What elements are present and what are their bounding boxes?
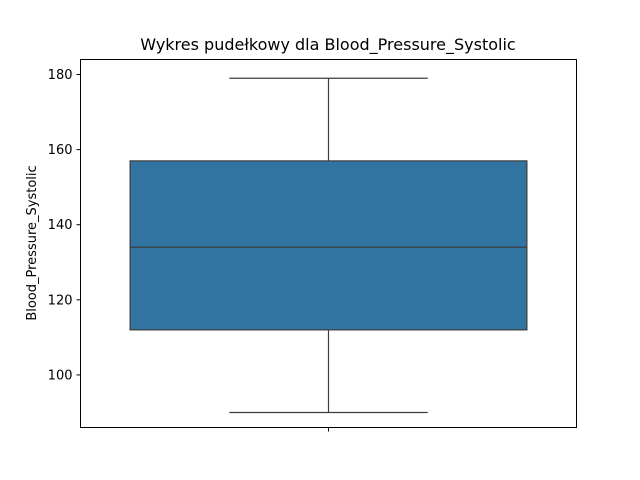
plot-area bbox=[129, 77, 528, 414]
y-axis: 100 120 140 160 180 bbox=[48, 68, 81, 383]
chart-title: Wykres pudełkowy dla Blood_Pressure_Syst… bbox=[140, 35, 515, 55]
y-tick-label: 100 bbox=[48, 368, 73, 383]
y-axis-label: Blood_Pressure_Systolic bbox=[25, 165, 40, 320]
y-tick-label: 120 bbox=[48, 293, 73, 308]
y-tick-label: 140 bbox=[48, 218, 73, 233]
iqr-box bbox=[129, 160, 528, 331]
y-tick-label: 180 bbox=[48, 68, 73, 83]
axes-frame bbox=[80, 59, 577, 428]
y-tick-label: 160 bbox=[48, 143, 73, 158]
